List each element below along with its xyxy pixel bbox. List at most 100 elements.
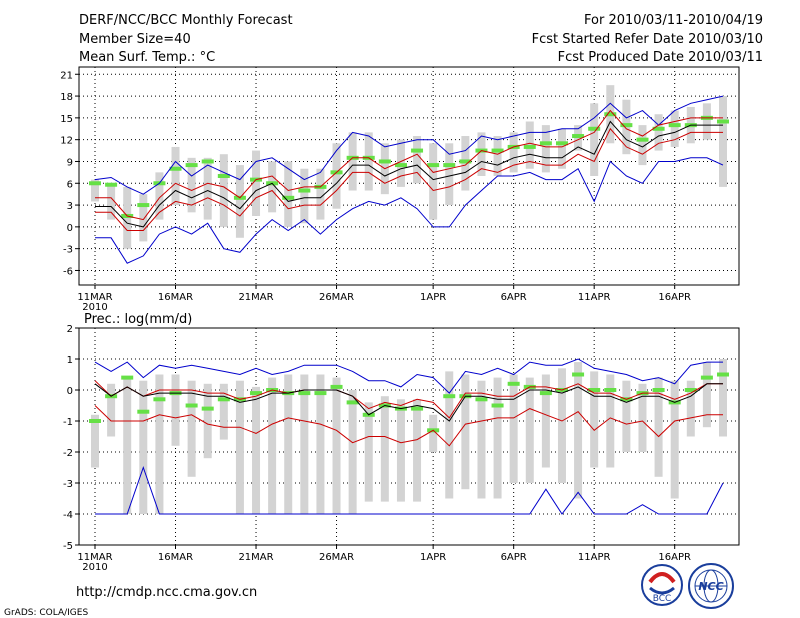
header-right-line-3: Fcst Produced Date 2010/03/11 <box>558 50 763 65</box>
climatology-marker <box>443 394 456 399</box>
ncc-logo: NCC <box>688 563 734 609</box>
range-bar <box>493 136 502 176</box>
header-left-line-1: DERF/NCC/BCC Monthly Forecast <box>79 13 293 28</box>
climatology-marker <box>217 174 230 178</box>
range-bar <box>252 150 261 216</box>
climatology-marker <box>427 163 440 168</box>
climatology-marker <box>185 403 198 408</box>
y-tick-label: 3 <box>67 201 73 212</box>
climatology-marker <box>250 391 263 396</box>
range-bar <box>139 194 148 242</box>
climatology-marker <box>282 195 295 200</box>
range-bar <box>268 161 277 213</box>
range-bar <box>396 399 405 502</box>
climatology-marker <box>700 375 713 380</box>
climatology-marker <box>121 375 134 380</box>
series-line-max <box>94 95 724 195</box>
series-line-upper-spread <box>95 109 723 221</box>
series-line-upper-spread <box>94 380 723 419</box>
y-tick-label: 0 <box>67 386 73 397</box>
range-bar <box>268 377 277 514</box>
footer-url[interactable]: http://cmdp.ncc.cma.gov.cn <box>76 585 257 600</box>
y-tick-label: -6 <box>63 266 73 277</box>
series-line-ensemble-mean <box>94 383 723 422</box>
range-bar <box>107 183 116 220</box>
climatology-marker <box>588 388 601 392</box>
range-bar <box>316 374 325 514</box>
header-right-line-1: For 2010/03/11-2010/04/19 <box>584 13 763 28</box>
climatology-marker <box>717 372 729 377</box>
y-tick-label: 0 <box>67 223 73 234</box>
range-bar <box>541 374 550 468</box>
climatology-marker <box>652 388 665 392</box>
range-bar <box>187 380 196 477</box>
range-bar <box>332 377 341 514</box>
range-bar <box>155 374 164 514</box>
bcc-logo-text: BCC <box>653 594 672 604</box>
range-bar <box>541 125 550 173</box>
climatology-marker <box>620 123 633 128</box>
series-line-max <box>94 358 723 394</box>
range-bar <box>316 168 325 220</box>
climatology-marker <box>717 119 729 124</box>
range-bar <box>509 374 518 483</box>
x-tick-label: 6APR <box>501 292 527 303</box>
range-bar <box>654 114 663 151</box>
climatology-marker <box>572 372 585 377</box>
header-left-line-2: Member Size=40 <box>79 32 191 47</box>
x-tick-label: 26MAR <box>319 552 354 563</box>
y-tick-label: -3 <box>63 479 73 490</box>
range-bar <box>171 146 180 206</box>
header: DERF/NCC/BCC Monthly Forecast Member Siz… <box>79 13 763 65</box>
range-bar <box>284 374 293 514</box>
x-tick-label: 16APR <box>658 552 691 563</box>
range-bar <box>203 157 212 220</box>
x-tick-label: 16APR <box>658 292 691 303</box>
header-left-line-3: Mean Surf. Temp.: °C <box>79 50 215 65</box>
range-bar <box>461 374 470 490</box>
climatology-marker <box>652 126 665 131</box>
climatology-marker <box>491 403 504 408</box>
bcc-logo: BCC <box>641 564 683 606</box>
climatology-marker <box>588 126 601 131</box>
climatology-marker <box>105 182 118 187</box>
range-bar <box>219 383 228 440</box>
y-tick-label: 1 <box>67 355 73 366</box>
climatology-marker <box>668 123 681 128</box>
climatology-marker <box>604 112 617 117</box>
climatology-marker <box>346 400 359 405</box>
climatology-marker <box>378 159 391 164</box>
range-bar <box>348 132 357 191</box>
climatology-marker <box>89 419 101 423</box>
range-bar <box>622 380 631 452</box>
x-tick-label: 26MAR <box>319 292 354 303</box>
range-bar <box>493 377 502 499</box>
range-bar <box>235 380 244 514</box>
footer-credit: GrADS: COLA/IGES <box>4 608 88 618</box>
y-tick-label: -2 <box>63 448 73 459</box>
x-tick-label: 16MAR <box>158 552 193 563</box>
precip-panel-title: Prec.: log(mm/d) <box>84 312 192 327</box>
range-bar <box>171 374 180 446</box>
y-tick-label: 12 <box>60 136 73 147</box>
climatology-marker <box>636 137 649 142</box>
climatology-marker <box>411 406 424 411</box>
range-bar <box>429 414 438 452</box>
range-bar <box>702 362 711 428</box>
climatology-marker <box>491 148 504 153</box>
climatology-marker <box>539 391 552 396</box>
range-bar <box>590 103 599 176</box>
climatology-marker <box>169 166 182 171</box>
range-bar <box>235 165 244 238</box>
range-bar <box>525 377 534 483</box>
y-tick-label: 15 <box>60 114 73 125</box>
range-bar <box>654 377 663 477</box>
series-line-lower-spread <box>95 127 723 231</box>
climatology-marker <box>411 148 424 153</box>
climatology-marker <box>201 159 214 164</box>
climatology-marker <box>137 409 150 414</box>
x-tick-label: 11MAR <box>77 552 112 563</box>
climatology-marker <box>684 388 697 392</box>
